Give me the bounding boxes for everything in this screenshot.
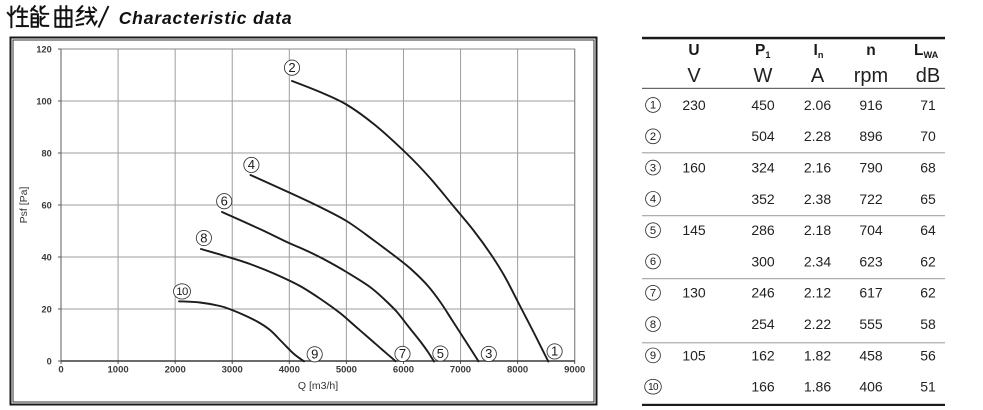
svg-text:3000: 3000 bbox=[222, 365, 243, 376]
svg-text:20: 20 bbox=[41, 304, 51, 314]
svg-text:504: 504 bbox=[751, 128, 775, 144]
svg-text:51: 51 bbox=[920, 379, 936, 395]
svg-text:P1: P1 bbox=[755, 42, 770, 60]
svg-text:W: W bbox=[754, 65, 773, 87]
svg-text:352: 352 bbox=[751, 191, 775, 207]
svg-text:V: V bbox=[687, 65, 701, 87]
svg-text:722: 722 bbox=[859, 191, 883, 207]
svg-text:286: 286 bbox=[751, 222, 775, 238]
svg-text:300: 300 bbox=[751, 253, 775, 269]
svg-text:6000: 6000 bbox=[393, 365, 414, 376]
svg-text:2.38: 2.38 bbox=[804, 191, 831, 207]
svg-text:2.18: 2.18 bbox=[804, 222, 831, 238]
svg-text:166: 166 bbox=[751, 379, 775, 395]
svg-text:160: 160 bbox=[682, 160, 706, 176]
svg-text:62: 62 bbox=[920, 285, 936, 301]
svg-text:916: 916 bbox=[859, 97, 883, 113]
svg-text:68: 68 bbox=[920, 160, 936, 176]
svg-text:9: 9 bbox=[311, 347, 318, 362]
svg-text:70: 70 bbox=[920, 128, 936, 144]
svg-text:2.28: 2.28 bbox=[804, 128, 831, 144]
svg-text:10: 10 bbox=[176, 286, 188, 298]
svg-text:7000: 7000 bbox=[450, 365, 471, 376]
svg-text:65: 65 bbox=[920, 191, 936, 207]
svg-text:1: 1 bbox=[650, 100, 656, 112]
svg-text:7: 7 bbox=[650, 288, 656, 300]
svg-text:120: 120 bbox=[36, 44, 51, 54]
svg-text:1.86: 1.86 bbox=[804, 379, 831, 395]
svg-text:A: A bbox=[811, 65, 825, 87]
svg-text:5: 5 bbox=[437, 346, 444, 361]
svg-text:0: 0 bbox=[47, 356, 52, 366]
svg-text:71: 71 bbox=[920, 97, 936, 113]
svg-text:40: 40 bbox=[41, 252, 51, 262]
svg-text:2: 2 bbox=[650, 131, 656, 143]
svg-text:7: 7 bbox=[399, 346, 406, 361]
svg-text:4000: 4000 bbox=[279, 365, 300, 376]
svg-text:Q [m3/h]: Q [m3/h] bbox=[298, 380, 338, 392]
svg-text:8: 8 bbox=[200, 230, 207, 245]
svg-text:6: 6 bbox=[650, 256, 656, 268]
svg-text:8: 8 bbox=[650, 319, 656, 331]
svg-text:80: 80 bbox=[41, 148, 51, 158]
svg-text:617: 617 bbox=[859, 285, 883, 301]
svg-text:9: 9 bbox=[650, 350, 656, 362]
svg-text:56: 56 bbox=[920, 347, 936, 363]
svg-text:64: 64 bbox=[920, 222, 936, 238]
svg-text:246: 246 bbox=[751, 285, 775, 301]
svg-text:1: 1 bbox=[551, 344, 558, 359]
svg-text:105: 105 bbox=[682, 347, 706, 363]
svg-text:2000: 2000 bbox=[165, 365, 186, 376]
svg-text:5000: 5000 bbox=[336, 365, 357, 376]
svg-text:555: 555 bbox=[859, 316, 883, 332]
svg-text:230: 230 bbox=[682, 97, 706, 113]
svg-text:704: 704 bbox=[859, 222, 883, 238]
svg-text:rpm: rpm bbox=[854, 65, 888, 87]
svg-text:1.82: 1.82 bbox=[804, 347, 831, 363]
svg-text:2.12: 2.12 bbox=[804, 285, 831, 301]
svg-text:9000: 9000 bbox=[564, 365, 585, 376]
svg-text:162: 162 bbox=[751, 347, 775, 363]
svg-text:Characteristic data: Characteristic data bbox=[119, 8, 293, 28]
svg-text:dB: dB bbox=[916, 65, 940, 87]
svg-text:Psf [Pa]: Psf [Pa] bbox=[18, 187, 30, 224]
svg-text:130: 130 bbox=[682, 285, 706, 301]
svg-text:1000: 1000 bbox=[108, 365, 129, 376]
svg-text:3: 3 bbox=[485, 346, 492, 361]
svg-text:254: 254 bbox=[751, 316, 775, 332]
svg-text:450: 450 bbox=[751, 97, 775, 113]
svg-text:LWA: LWA bbox=[914, 42, 939, 60]
svg-text:623: 623 bbox=[859, 253, 883, 269]
svg-text:3: 3 bbox=[650, 162, 656, 174]
svg-text:4: 4 bbox=[248, 157, 255, 172]
svg-text:In: In bbox=[814, 42, 824, 60]
svg-text:10: 10 bbox=[648, 382, 659, 393]
svg-text:406: 406 bbox=[859, 379, 883, 395]
svg-text:8000: 8000 bbox=[507, 365, 528, 376]
svg-text:2.06: 2.06 bbox=[804, 97, 831, 113]
svg-text:100: 100 bbox=[36, 96, 51, 106]
svg-text:0: 0 bbox=[58, 365, 63, 376]
svg-text:6: 6 bbox=[221, 194, 228, 209]
svg-text:2.34: 2.34 bbox=[804, 253, 831, 269]
svg-text:2.16: 2.16 bbox=[804, 160, 831, 176]
svg-text:145: 145 bbox=[682, 222, 706, 238]
svg-text:58: 58 bbox=[920, 316, 936, 332]
svg-text:2: 2 bbox=[288, 60, 295, 75]
svg-text:62: 62 bbox=[920, 253, 936, 269]
svg-text:324: 324 bbox=[751, 160, 775, 176]
svg-text:458: 458 bbox=[859, 347, 883, 363]
svg-text:4: 4 bbox=[650, 194, 656, 206]
svg-text:790: 790 bbox=[859, 160, 883, 176]
svg-text:896: 896 bbox=[859, 128, 883, 144]
svg-text:60: 60 bbox=[41, 200, 51, 210]
svg-text:U: U bbox=[688, 42, 699, 59]
svg-text:2.22: 2.22 bbox=[804, 316, 831, 332]
svg-text:5: 5 bbox=[650, 225, 656, 237]
svg-text:n: n bbox=[866, 42, 875, 59]
